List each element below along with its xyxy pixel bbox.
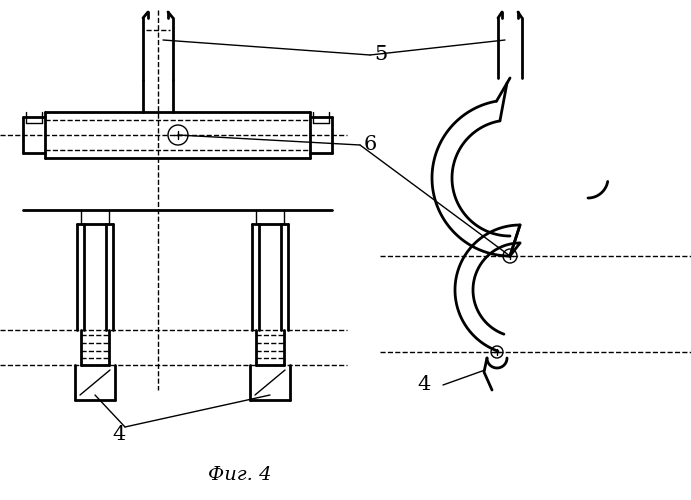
Text: Фиг. 4: Фиг. 4 bbox=[208, 466, 272, 484]
Text: 6: 6 bbox=[364, 136, 377, 154]
Text: 4: 4 bbox=[112, 426, 125, 444]
Text: 4: 4 bbox=[417, 376, 430, 394]
Text: 5: 5 bbox=[374, 46, 387, 64]
